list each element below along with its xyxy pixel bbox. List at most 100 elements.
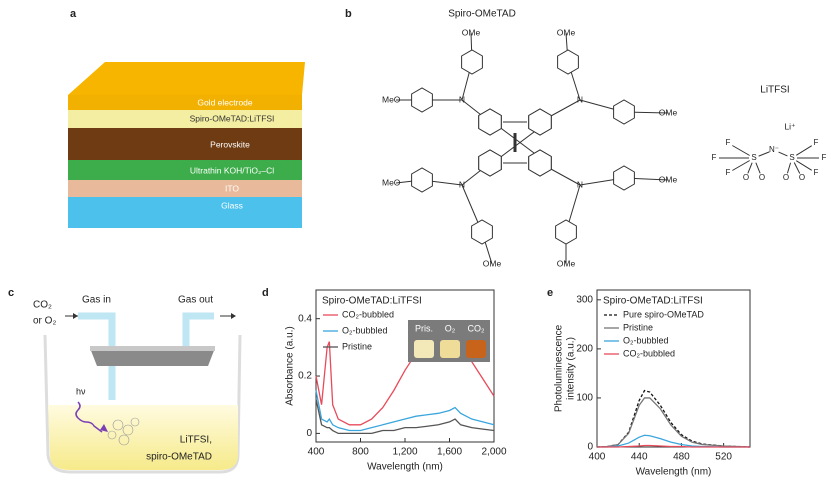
y-tick-label: 100 <box>576 393 593 404</box>
arrowhead <box>231 313 236 319</box>
series-line <box>315 398 495 435</box>
salt-title: LiTFSI <box>760 85 789 96</box>
legend-label: CO₂-bubbled <box>623 348 675 358</box>
legend-label: O₂-bubbled <box>623 335 669 345</box>
light-label: hν <box>76 386 86 396</box>
panel-label: d <box>262 287 269 299</box>
y-tick-label: 0.2 <box>298 371 312 382</box>
legend-label: CO₂-bubbled <box>342 309 394 319</box>
panel-label: a <box>70 8 77 20</box>
atom: N <box>577 94 583 104</box>
layer <box>68 180 302 197</box>
atom: F <box>822 153 827 162</box>
atom: F <box>814 138 819 147</box>
x-tick-label: 1,600 <box>437 447 462 458</box>
ring <box>471 219 493 245</box>
substituent: OMe <box>557 258 576 268</box>
bond <box>793 162 801 174</box>
lid-top <box>90 346 215 351</box>
ring <box>613 99 635 125</box>
substituent: OMe <box>557 27 576 37</box>
tube-in <box>78 312 116 400</box>
panel-label: c <box>8 287 14 299</box>
x-tick-label: 400 <box>589 452 606 463</box>
series-line <box>597 434 750 448</box>
layer-label: Spiro-OMeTAD:LiTFSI <box>190 113 275 123</box>
bond <box>755 162 761 174</box>
chart-title: Spiro-OMeTAD:LiTFSI <box>322 296 422 307</box>
atom: F <box>726 168 731 177</box>
substituent: OMe <box>659 107 678 117</box>
molecule-sketch <box>107 417 140 446</box>
atom: N <box>459 179 465 189</box>
atom: F <box>712 153 717 162</box>
legend-label: Pure spiro-OMeTAD <box>623 309 704 319</box>
y-axis-label: Absorbance (a.u.) <box>285 326 296 406</box>
atom: N⁻ <box>769 145 779 154</box>
x-tick-label: 480 <box>673 452 690 463</box>
gas-label: CO₂ <box>33 300 52 311</box>
bond <box>786 162 792 174</box>
gas-label: or O₂ <box>33 316 56 327</box>
atom: O <box>759 173 765 182</box>
ring <box>478 108 502 136</box>
lid <box>90 348 215 366</box>
gas-in-label: Gas in <box>82 295 111 306</box>
layer <box>68 160 302 180</box>
x-axis-label: Wavelength (nm) <box>636 467 712 478</box>
y-axis-label: Photoluminescence <box>554 324 565 412</box>
layer-label: Perovskite <box>210 139 250 149</box>
layer <box>68 95 302 110</box>
vial <box>466 340 486 358</box>
x-tick-label: 800 <box>352 447 369 458</box>
solution-label: LiTFSI, <box>180 435 212 446</box>
layer-label: Gold electrode <box>197 97 253 107</box>
molecule-title: Spiro-OMeTAD <box>448 9 516 20</box>
gold-top <box>68 62 305 95</box>
y-tick-label: 200 <box>576 344 593 355</box>
bond <box>747 162 753 174</box>
series-line <box>597 444 750 448</box>
substituent: OMe <box>659 174 678 184</box>
atom: F <box>726 138 731 147</box>
y-tick-label: 0.4 <box>298 313 312 324</box>
legend-label: O₂-bubbled <box>342 325 388 335</box>
atom: S <box>751 153 756 162</box>
bond <box>795 160 813 171</box>
y-axis-label: intensity (a.u.) <box>566 337 577 400</box>
layer-label: ITO <box>225 183 239 193</box>
inset-label: CO₂ <box>468 323 486 333</box>
y-tick-label: 0 <box>587 442 593 453</box>
atom: N <box>577 179 583 189</box>
substituent: OMe <box>462 27 481 37</box>
chart-title: Spiro-OMeTAD:LiTFSI <box>603 296 703 307</box>
ring <box>557 49 579 75</box>
x-tick-label: 2,000 <box>481 447 506 458</box>
solution <box>48 405 238 470</box>
setup: CO₂ or O₂ Gas in Gas out hν LiTFSI, spir… <box>33 295 242 474</box>
x-tick-label: 1,200 <box>392 447 417 458</box>
device-stack: Gold electrode Spiro-OMeTAD:LiTFSI Perov… <box>68 62 305 228</box>
bond <box>795 145 813 156</box>
layer-label: Ultrathin KOH/TiO₂–Cl <box>190 165 274 175</box>
vial <box>440 340 460 358</box>
inset-label: O₂ <box>445 323 456 333</box>
atom: O <box>799 173 805 182</box>
substituent: OMe <box>483 258 502 268</box>
layer <box>68 128 302 160</box>
x-tick-label: 440 <box>631 452 648 463</box>
x-axis-label: Wavelength (nm) <box>367 462 443 473</box>
legend-label: Pristine <box>342 341 372 351</box>
atom: O <box>743 173 749 182</box>
cation: Li⁺ <box>784 121 796 131</box>
series-line <box>596 397 751 448</box>
gas-out-label: Gas out <box>178 295 213 306</box>
ring <box>478 149 502 177</box>
layer <box>68 110 302 128</box>
ring <box>528 108 552 136</box>
solution-label: spiro-OMeTAD <box>146 452 212 463</box>
y-tick-label: 300 <box>576 294 593 305</box>
x-tick-label: 520 <box>715 452 732 463</box>
